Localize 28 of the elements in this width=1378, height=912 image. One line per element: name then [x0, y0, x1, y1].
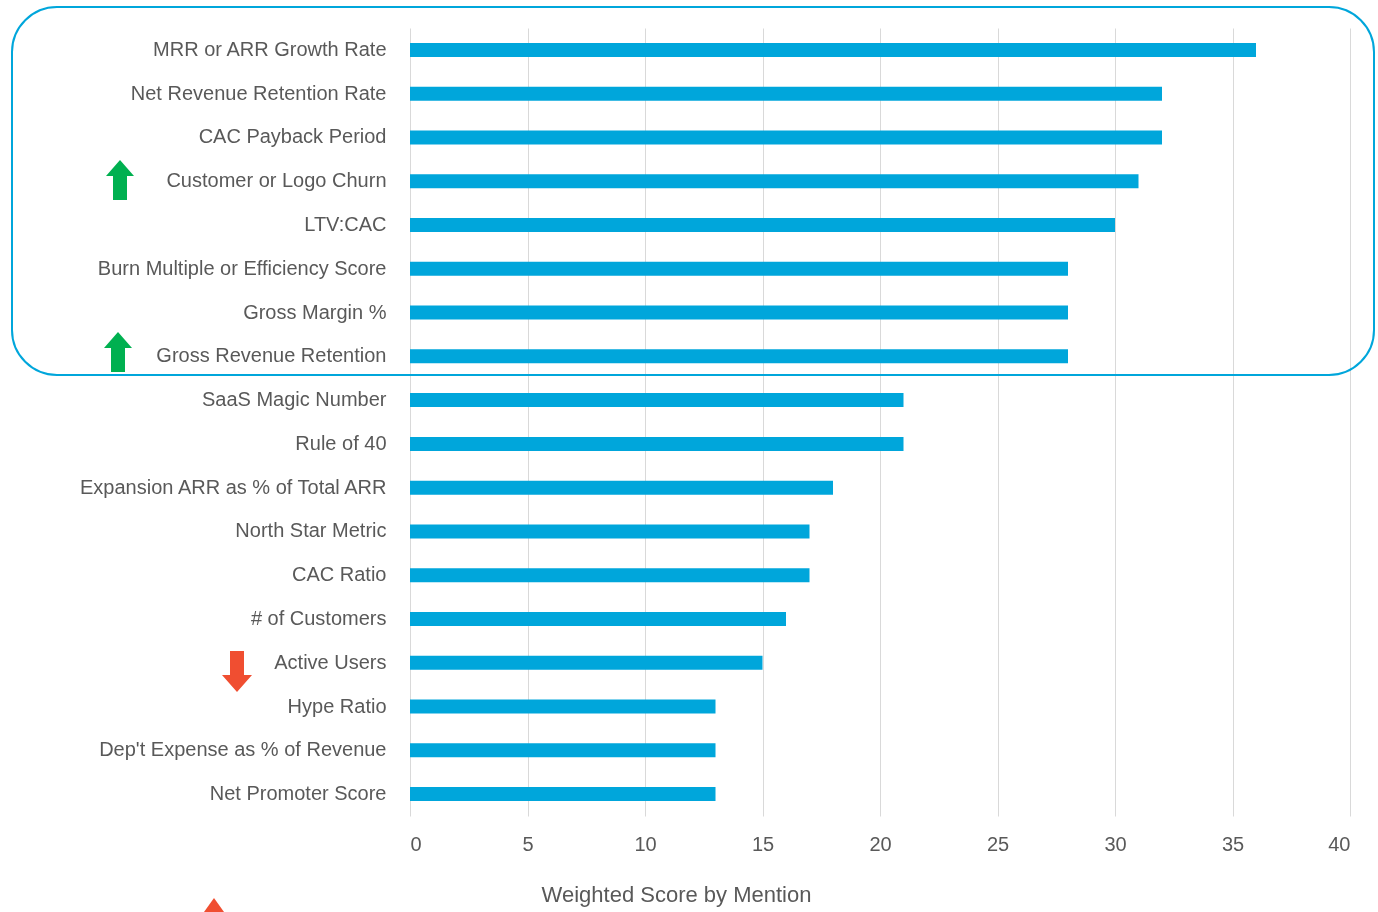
y-tick-label: Gross Margin % — [243, 300, 387, 323]
y-tick-label: MRR or ARR Growth Rate — [153, 37, 387, 60]
y-tick-label: Burn Multiple or Efficiency Score — [97, 256, 387, 279]
y-tick-label: Rule of 40 — [295, 431, 387, 454]
y-tick-label: Gross Revenue Retention — [156, 344, 387, 367]
y-tick-label: CAC Payback Period — [198, 125, 387, 148]
x-tick-label: 15 — [751, 832, 775, 855]
y-tick-label: Dep't Expense as % of Revenue — [99, 738, 387, 761]
y-tick-label: Net Revenue Retention Rate — [130, 81, 387, 104]
x-tick-label: 40 — [1328, 832, 1351, 855]
y-tick-label: Expansion ARR as % of Total ARR — [80, 475, 387, 498]
y-tick-label: LTV:CAC — [304, 213, 387, 235]
x-tick-label: 25 — [986, 832, 1010, 855]
y-tick-label: Customer or Logo Churn — [166, 169, 387, 192]
x-tick-label: 20 — [869, 832, 892, 855]
y-tick-label: CAC Ratio — [292, 563, 387, 586]
x-tick-label: 5 — [522, 832, 534, 855]
x-tick-label: 35 — [1221, 832, 1245, 855]
y-tick-label: North Star Metric — [235, 519, 387, 542]
x-tick-label: 0 — [410, 832, 422, 855]
y-tick-label: # of Customers — [250, 607, 387, 629]
x-axis-title: Weighted Score by Mention — [541, 881, 812, 907]
y-tick-label: Net Promoter Score — [209, 782, 387, 805]
x-tick-label: 10 — [634, 832, 657, 855]
y-tick-label: Active Users — [274, 650, 387, 673]
y-tick-label: Hype Ratio — [287, 694, 387, 717]
x-tick-label: 30 — [1104, 832, 1127, 855]
y-tick-label: SaaS Magic Number — [201, 388, 387, 411]
